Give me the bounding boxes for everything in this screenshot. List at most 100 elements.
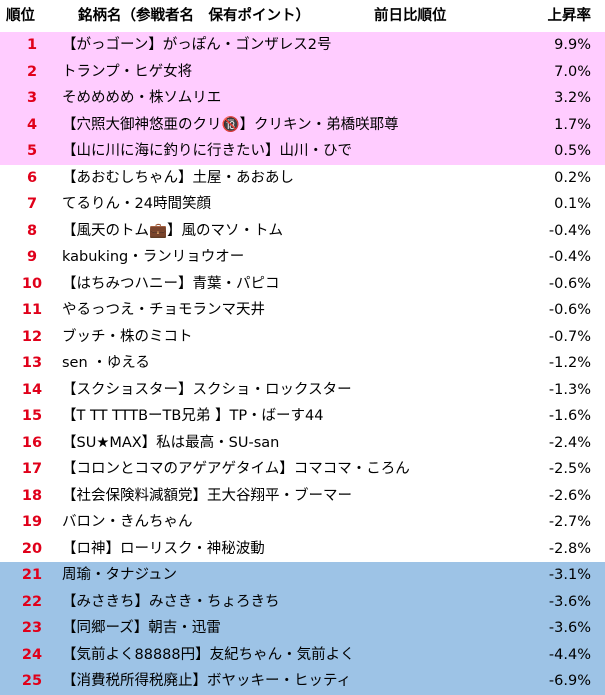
table-row: 18 【社会保険料減額党】王大谷翔平・ブーマー -2.6% — [0, 483, 605, 510]
rank: 4 — [26, 116, 38, 133]
header-cell: 順位 — [6, 8, 35, 24]
name: 【SU★MAX】私は最高・SU-san — [62, 434, 280, 451]
rate: 1.7% — [554, 116, 591, 133]
table-row: 9 kabuking・ランリョウオー -0.4% — [0, 244, 605, 271]
rate: -0.4% — [548, 249, 591, 265]
rank: 21 — [21, 567, 43, 583]
table-row: 19 バロン・きんちゃん -2.7% — [0, 509, 605, 536]
table-row: 24 【気前よく88888円】友紀ちゃん・気前よく -4.4% — [0, 641, 605, 668]
rate: -2.8% — [548, 540, 591, 557]
rank: 23 — [21, 620, 43, 636]
table-row: 16 【SU★MAX】私は最高・SU-san -2.4% — [0, 430, 605, 457]
rate: -2.6% — [548, 487, 591, 504]
name: ブッチ・株のミコト — [62, 328, 193, 345]
table-row: 2 トランプ・ヒゲ女将 7.0% — [0, 58, 605, 85]
table-row: 7 てるりん・24時間笑顔 0.1% — [0, 191, 605, 218]
name: 【風天のトム💼】風のマソ・トム — [62, 222, 284, 239]
rate: -2.4% — [548, 434, 591, 451]
table-row: 14 【スクショスター】スクショ・ロックスター -1.3% — [0, 377, 605, 404]
name: 【山に川に海に釣りに行きたい】山川・ひで — [62, 143, 352, 159]
rate: 3.2% — [554, 90, 591, 106]
name: 【ロ神】ローリスク・神秘波動 — [62, 540, 265, 557]
name: トランプ・ヒゲ女将 — [62, 63, 193, 80]
name: sen ・ゆえる — [62, 355, 150, 371]
rate: -0.7% — [548, 328, 591, 345]
name: 【社会保険料減額党】王大谷翔平・ブーマー — [62, 487, 352, 504]
rank: 16 — [21, 434, 43, 451]
name: そめめめめ・株ソムリエ — [62, 90, 222, 106]
rate: -2.7% — [548, 514, 591, 530]
table-row: 5 【山に川に海に釣りに行きたい】山川・ひで 0.5% — [0, 138, 605, 165]
name: 【コロンとコマのアゲアゲタイム】コマコマ・ころん — [62, 461, 410, 477]
rank: 1 — [26, 37, 38, 53]
rank: 5 — [26, 143, 38, 159]
table-row: 4 【穴照大御神悠亜のクリ🔞】クリキン・弟橋咲耶尊 1.7% — [0, 111, 605, 138]
table-row: 8 【風天のトム💼】風のマソ・トム -0.4% — [0, 218, 605, 245]
rate: 0.5% — [554, 143, 591, 159]
rate: -3.1% — [548, 567, 591, 583]
table-row: 11 やるっつえ・チョモランマ天井 -0.6% — [0, 297, 605, 324]
name: やるっつえ・チョモランマ天井 — [62, 302, 265, 318]
rank: 17 — [21, 461, 43, 477]
rank: 7 — [26, 196, 38, 212]
table-row: 10 【はちみつハニー】青葉・パピコ -0.6% — [0, 271, 605, 298]
rate: -0.6% — [548, 275, 591, 292]
name: 【みさきち】みさき・ちょろきち — [62, 593, 280, 610]
rate: 7.0% — [554, 63, 591, 80]
header-cell: 上昇率 — [547, 8, 592, 24]
table-row: 15 【T TT TTTBーTB兄弟 】TP・ばーす44 -1.6% — [0, 403, 605, 430]
rank: 10 — [21, 275, 43, 292]
table-row: 20 【ロ神】ローリスク・神秘波動 -2.8% — [0, 536, 605, 563]
rank: 13 — [21, 355, 43, 371]
table-row: 12 ブッチ・株のミコト -0.7% — [0, 324, 605, 351]
rank: 12 — [21, 328, 43, 345]
rank: 8 — [26, 222, 38, 239]
rate: -3.6% — [548, 593, 591, 610]
header-row: 順位 銘柄名（参戦者名 保有ポイント） 前日比順位 上昇率 — [0, 0, 605, 32]
rank: 19 — [21, 514, 43, 530]
name: 【はちみつハニー】青葉・パピコ — [62, 275, 280, 292]
rate: 0.1% — [554, 196, 591, 212]
name: kabuking・ランリョウオー — [62, 249, 245, 265]
rate: -3.6% — [548, 620, 591, 636]
rank: 6 — [26, 169, 38, 186]
rate: -0.4% — [548, 222, 591, 239]
rate: -6.9% — [548, 673, 591, 689]
rate: -2.5% — [548, 461, 591, 477]
name: 【同郷ーズ】朝吉・迅雷 — [62, 620, 221, 636]
name: 【がっゴーン】がっぽん・ゴンザレス2号 — [62, 37, 332, 53]
rank: 3 — [26, 90, 38, 106]
rank: 2 — [26, 63, 38, 80]
rate: 0.2% — [554, 169, 591, 186]
rate: -4.4% — [548, 646, 591, 663]
rate: 9.9% — [554, 37, 591, 53]
rank: 24 — [21, 646, 43, 663]
name: てるりん・24時間笑顔 — [62, 196, 211, 212]
rate: -1.6% — [548, 408, 591, 424]
rank: 18 — [21, 487, 43, 504]
name: 【穴照大御神悠亜のクリ🔞】クリキン・弟橋咲耶尊 — [62, 116, 399, 133]
rank: 9 — [26, 249, 38, 265]
rank: 11 — [21, 302, 43, 318]
rate: -0.6% — [548, 302, 591, 318]
table-row: 6 【あおむしちゃん】土屋・あおあし 0.2% — [0, 165, 605, 192]
name: 周瑜・タナジュン — [62, 567, 177, 583]
name: 【T TT TTTBーTB兄弟 】TP・ばーす44 — [62, 408, 324, 424]
header-cell: 銘柄名（参戦者名 保有ポイント） — [78, 8, 310, 24]
rank: 20 — [21, 540, 43, 557]
rank: 22 — [21, 593, 43, 610]
rank: 15 — [21, 408, 43, 424]
table-row: 1 【がっゴーン】がっぽん・ゴンザレス2号 9.9% — [0, 32, 605, 59]
header-cell: 前日比順位 — [374, 8, 447, 24]
name: 【気前よく88888円】友紀ちゃん・気前よく — [62, 646, 355, 663]
rank: 14 — [21, 381, 43, 398]
table-row: 3 そめめめめ・株ソムリエ 3.2% — [0, 85, 605, 112]
table-row: 17 【コロンとコマのアゲアゲタイム】コマコマ・ころん -2.5% — [0, 456, 605, 483]
rate: -1.2% — [548, 355, 591, 371]
rate: -1.3% — [548, 381, 591, 398]
table-row: 23 【同郷ーズ】朝吉・迅雷 -3.6% — [0, 615, 605, 642]
name: 【スクショスター】スクショ・ロックスター — [62, 381, 352, 398]
name: バロン・きんちゃん — [62, 514, 193, 530]
